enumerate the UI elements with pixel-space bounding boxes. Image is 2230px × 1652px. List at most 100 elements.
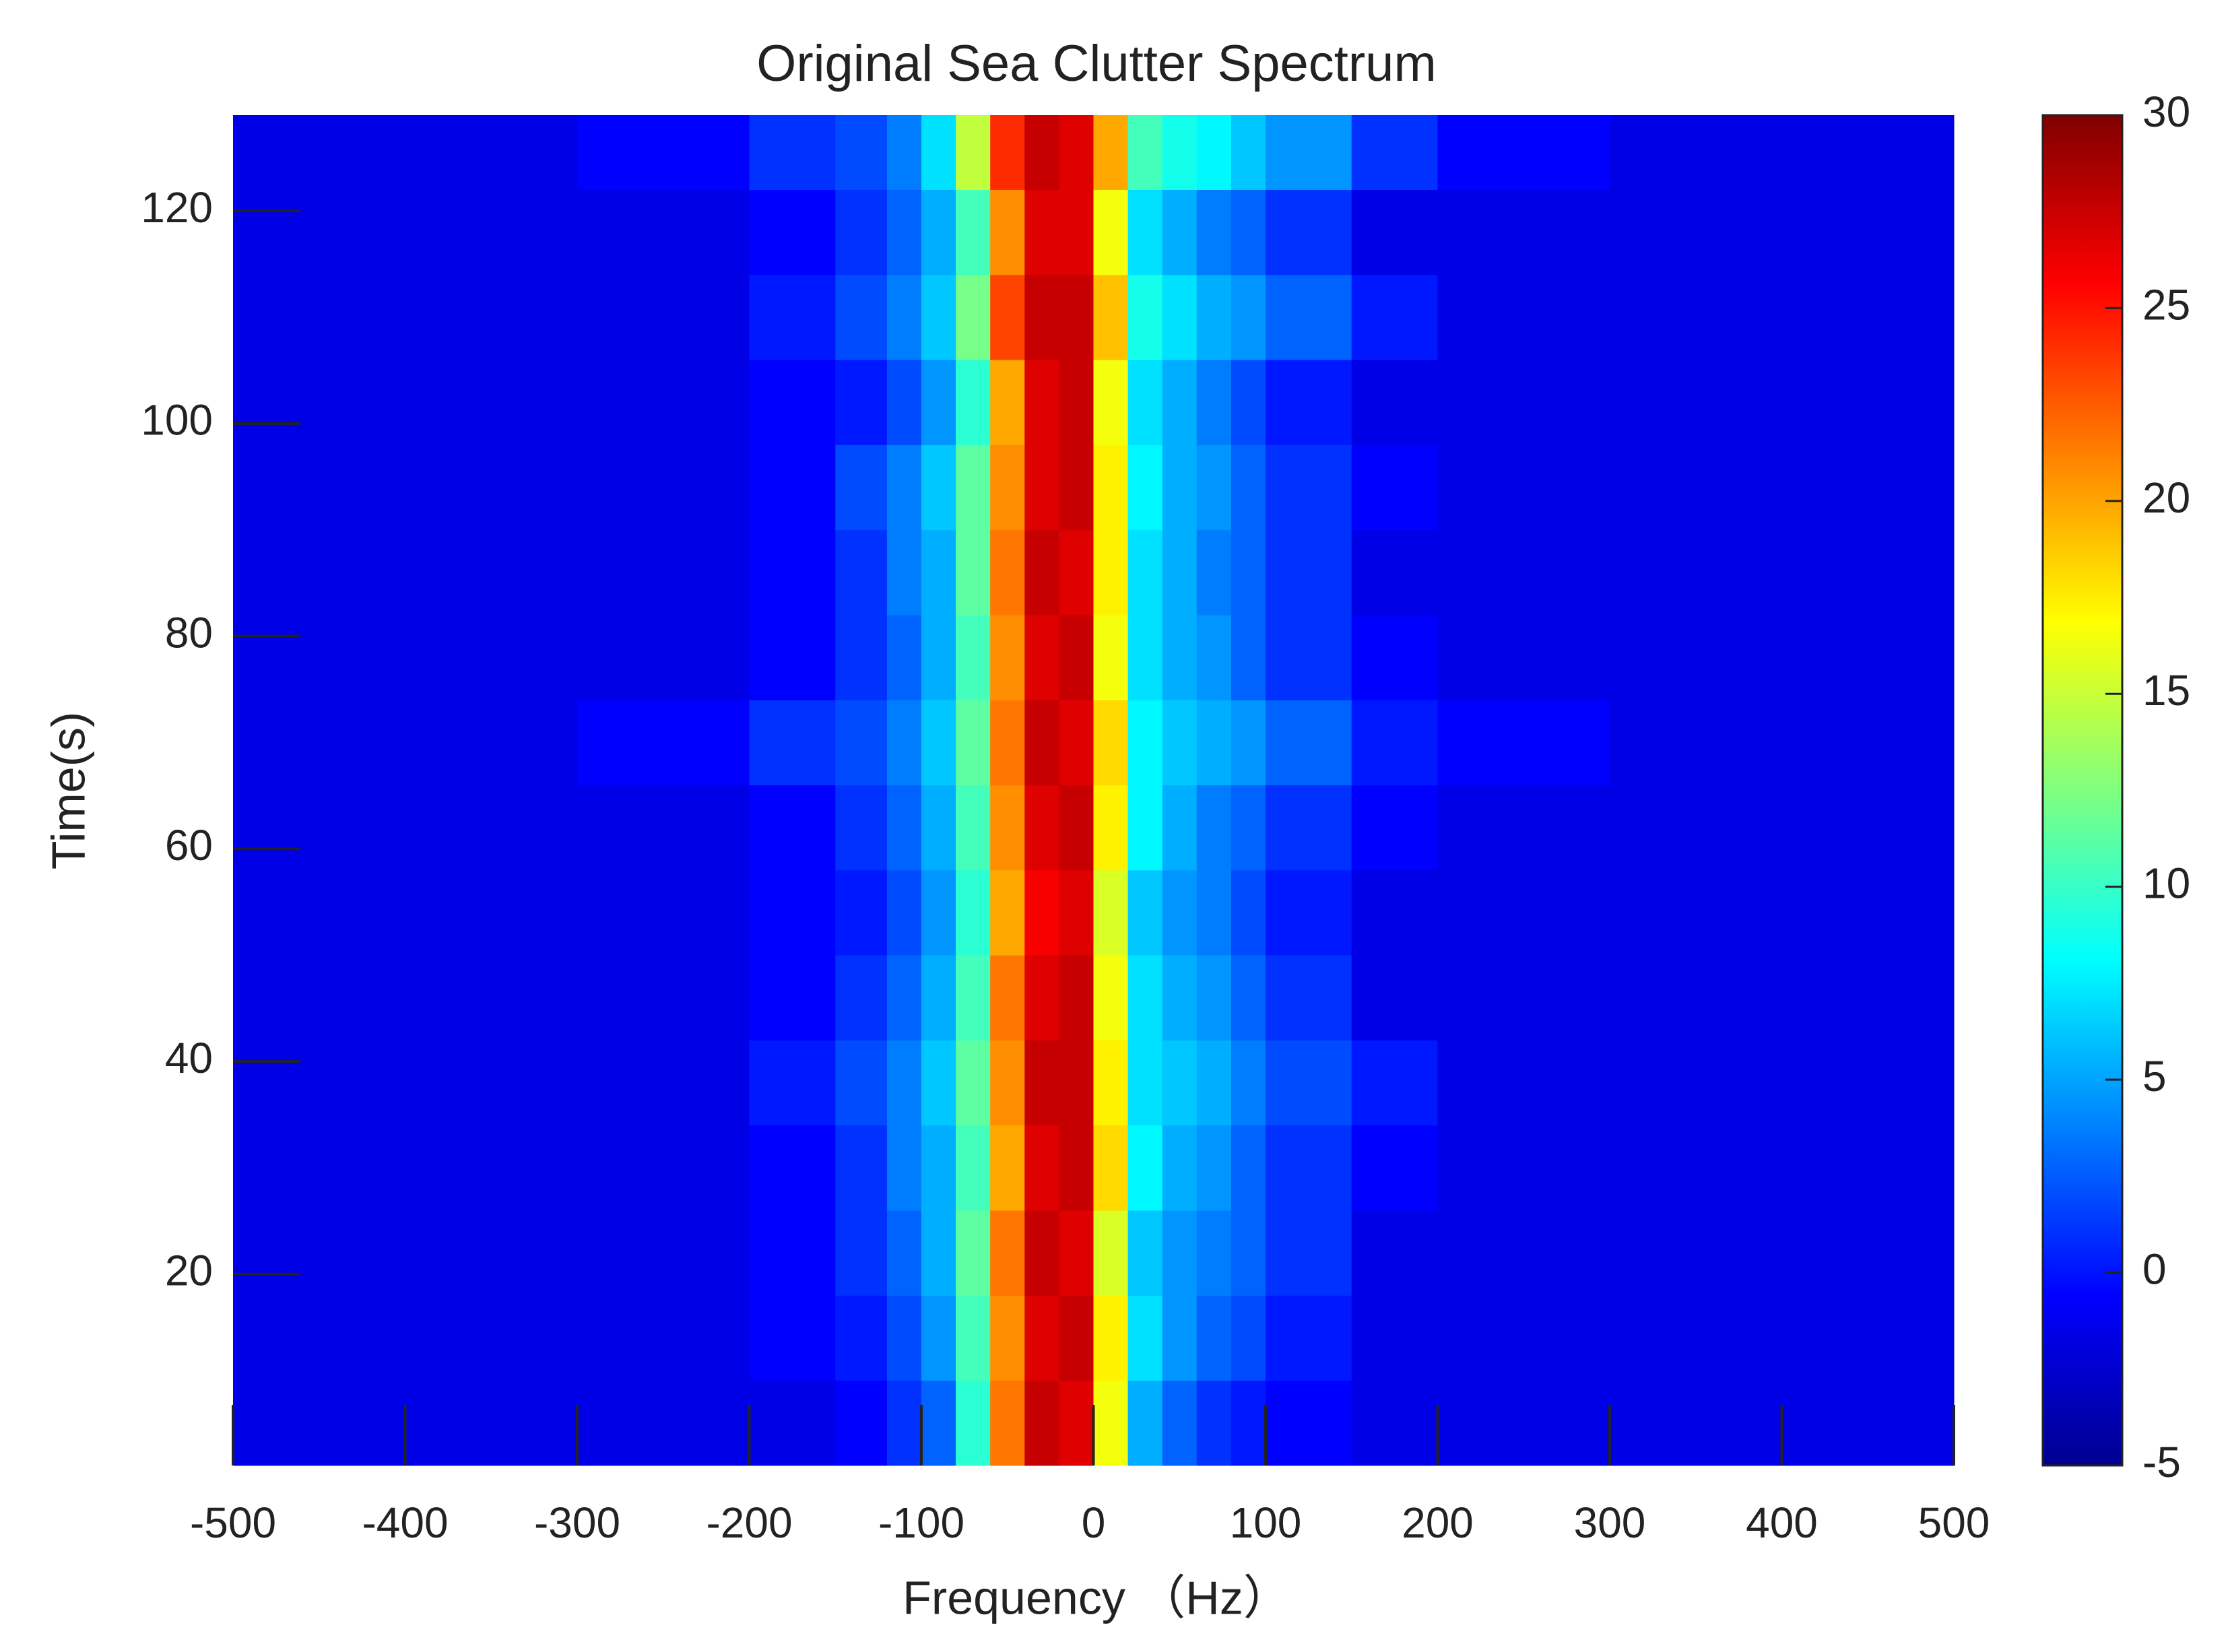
heatmap-cell xyxy=(233,360,578,445)
heatmap-cell xyxy=(1266,444,1352,531)
heatmap-cell xyxy=(835,1295,888,1381)
heatmap-cell xyxy=(577,700,750,786)
heatmap-cell xyxy=(1162,1040,1198,1126)
heatmap-cell xyxy=(749,1125,836,1211)
heatmap-cell xyxy=(1127,615,1163,700)
heatmap-cell xyxy=(886,785,922,871)
heatmap-cell xyxy=(886,1295,922,1381)
heatmap-cell xyxy=(1024,869,1059,956)
heatmap-cell xyxy=(1266,1040,1352,1126)
heatmap-cell xyxy=(1351,615,1438,700)
heatmap-cell xyxy=(921,189,956,275)
heatmap-cell xyxy=(990,869,1025,956)
heatmap-cell xyxy=(1127,529,1163,616)
heatmap-cell xyxy=(835,1040,888,1126)
heatmap-cell xyxy=(1024,1380,1059,1466)
heatmap-cell xyxy=(1093,615,1129,700)
heatmap-cell xyxy=(233,869,578,956)
heatmap-cell xyxy=(1162,785,1198,871)
colorbar-tick-label: 5 xyxy=(2142,1052,2167,1100)
y-axis-label: Time(s) xyxy=(42,712,94,870)
heatmap-cell xyxy=(577,1125,750,1211)
x-tick-label: 500 xyxy=(1918,1498,1990,1547)
heatmap-cell xyxy=(1024,529,1059,616)
heatmap-cell xyxy=(990,529,1025,616)
heatmap-cell xyxy=(1024,444,1059,531)
heatmap-cell xyxy=(1024,1125,1059,1211)
heatmap-cell xyxy=(1231,274,1266,360)
heatmap-cell xyxy=(1196,955,1232,1041)
heatmap-cell xyxy=(1231,955,1266,1041)
heatmap-cell xyxy=(233,274,578,360)
colorbar-tick-label: 15 xyxy=(2142,666,2190,715)
heatmap-cell xyxy=(749,189,836,275)
heatmap-cell xyxy=(1610,869,1955,956)
heatmap-cell xyxy=(1024,1040,1059,1126)
heatmap-cell xyxy=(1266,955,1352,1041)
heatmap-cell xyxy=(835,1380,888,1466)
heatmap-cell xyxy=(1093,444,1129,531)
heatmap-cell xyxy=(1231,189,1266,275)
colorbar-gradient xyxy=(2041,114,2124,1467)
x-tick-label: -200 xyxy=(706,1498,792,1547)
heatmap-cell xyxy=(1127,1040,1163,1126)
heatmap-cell xyxy=(1127,274,1163,360)
heatmap-cell xyxy=(1024,1295,1059,1381)
heatmap-cell xyxy=(1059,1380,1094,1466)
heatmap-cell xyxy=(886,700,922,786)
heatmap-cell xyxy=(577,529,750,616)
heatmap-cell xyxy=(990,444,1025,531)
heatmap-cell xyxy=(1059,444,1094,531)
heatmap-cell xyxy=(749,115,836,191)
heatmap-cell xyxy=(886,529,922,616)
heatmap-cell xyxy=(1127,444,1163,531)
heatmap-cell xyxy=(1437,189,1610,275)
heatmap-cell xyxy=(1059,189,1094,275)
heatmap-cell xyxy=(835,529,888,616)
heatmap-cell xyxy=(749,1210,836,1296)
heatmap-cell xyxy=(1196,115,1232,191)
heatmap-cell xyxy=(1231,444,1266,531)
heatmap-cell xyxy=(233,955,578,1041)
heatmap-cell xyxy=(233,1040,578,1126)
heatmap-cell xyxy=(1127,785,1163,871)
heatmap-cell xyxy=(990,615,1025,700)
heatmap-cell xyxy=(1162,360,1198,445)
heatmap-cell xyxy=(886,115,922,191)
heatmap-cell xyxy=(1093,1210,1129,1296)
heatmap-cell xyxy=(886,955,922,1041)
heatmap-cell xyxy=(1610,274,1955,360)
heatmap-cell xyxy=(990,1125,1025,1211)
heatmap-cell xyxy=(1437,1040,1610,1126)
heatmap-cell xyxy=(1059,360,1094,445)
heatmap-cell xyxy=(1610,444,1955,531)
heatmap-cell xyxy=(956,189,991,275)
heatmap-cell xyxy=(1093,529,1129,616)
heatmap-cell xyxy=(577,955,750,1041)
heatmap-cell xyxy=(1059,274,1094,360)
heatmap-cell xyxy=(1610,360,1955,445)
heatmap-cell xyxy=(1437,274,1610,360)
heatmap-cell xyxy=(1231,1295,1266,1381)
heatmap-cell xyxy=(921,1210,956,1296)
heatmap-cell xyxy=(921,955,956,1041)
heatmap-cell xyxy=(1437,529,1610,616)
heatmap-cell xyxy=(749,1295,836,1381)
heatmap-cell xyxy=(921,274,956,360)
heatmap-cell xyxy=(1266,700,1352,786)
heatmap-cell xyxy=(835,869,888,956)
heatmap-cell xyxy=(1162,615,1198,700)
heatmap-cell xyxy=(1059,955,1094,1041)
heatmap-cell xyxy=(749,1040,836,1126)
heatmap-cell xyxy=(577,1040,750,1126)
heatmap-cell xyxy=(990,1295,1025,1381)
heatmap-cell xyxy=(1162,444,1198,531)
heatmap-cell xyxy=(1266,274,1352,360)
heatmap-cell xyxy=(921,700,956,786)
heatmap-cell xyxy=(1266,529,1352,616)
heatmap-cell xyxy=(1266,1380,1352,1466)
x-tick-label: -500 xyxy=(190,1498,276,1547)
heatmap-cell xyxy=(1024,700,1059,786)
heatmap-cell xyxy=(1231,1210,1266,1296)
heatmap-cell xyxy=(577,444,750,531)
